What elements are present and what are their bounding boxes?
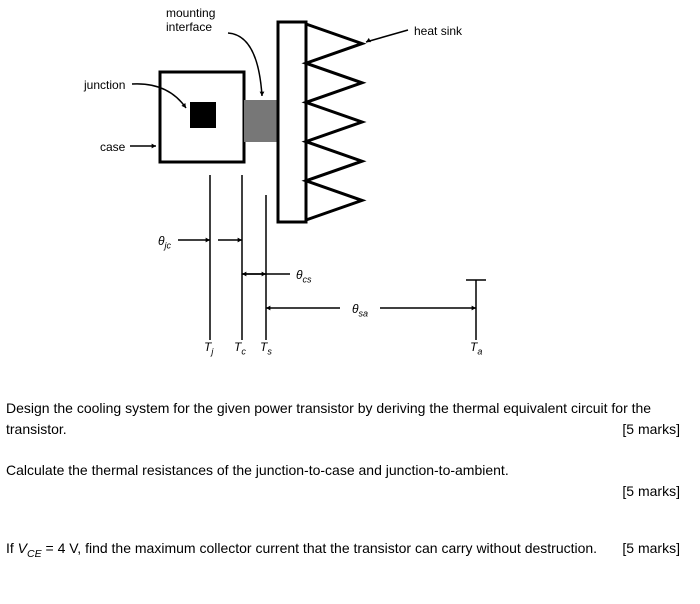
p1-marks: [5 marks] [622,419,680,440]
label-Tj: Tj [204,340,213,356]
label-mounting-interface: mounting interface [166,6,215,34]
label-Ts: Ts [260,340,272,356]
label-theta-jc: θjc [158,234,171,250]
label-Tc: Tc [234,340,246,356]
p1-text: Design the cooling system for the given … [6,400,651,437]
label-case: case [100,140,125,154]
theta-cs-sub: cs [303,274,312,284]
label-Ta: Ta [470,340,482,356]
p3-vce-sub: CE [27,548,42,560]
p3-eq: = 4 V, find the maximum collector curren… [42,540,597,556]
label-theta-sa: θsa [352,302,368,318]
diagram-svg [0,0,700,380]
label-theta-cs: θcs [296,268,312,284]
p3-prefix: If [6,540,18,556]
label-junction: junction [84,78,125,92]
thermal-diagram: mounting interface heat sink junction ca… [0,0,700,380]
p3-vce: V [18,540,27,556]
paragraph-3: If VCE = 4 V, find the maximum collector… [6,538,680,563]
Tj-sub: j [211,346,213,356]
Ta-sub: a [477,346,482,356]
p3-marks: [5 marks] [622,538,680,559]
paragraph-1: Design the cooling system for the given … [6,398,680,440]
p2-text: Calculate the thermal resistances of the… [6,460,680,481]
Tc-sub: c [241,346,246,356]
theta-jc-sub: jc [165,240,172,250]
p2-marks: [5 marks] [6,481,680,502]
theta-sa-sub: sa [359,308,369,318]
Ts-sub: s [267,346,272,356]
paragraph-2: Calculate the thermal resistances of the… [6,460,680,502]
label-heat-sink: heat sink [414,24,462,38]
